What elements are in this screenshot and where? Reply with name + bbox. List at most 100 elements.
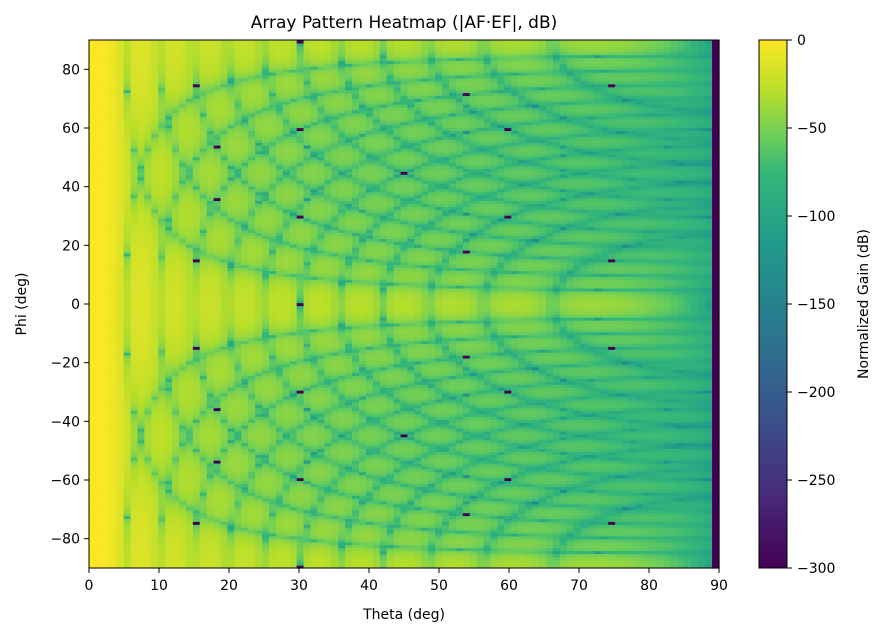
heatmap-cell xyxy=(220,156,229,161)
heatmap-cell xyxy=(185,209,194,213)
heatmap-cell xyxy=(95,174,104,178)
heatmap-cell xyxy=(269,197,277,202)
heatmap-cell xyxy=(102,398,111,403)
heatmap-cell xyxy=(137,299,145,304)
heatmap-cell xyxy=(179,302,187,307)
heatmap-cell xyxy=(269,171,277,175)
heatmap-cell xyxy=(116,75,125,79)
heatmap-cell xyxy=(151,302,159,307)
heatmap-cell xyxy=(102,390,111,394)
heatmap-cell xyxy=(102,223,111,228)
heatmap-cell xyxy=(213,42,222,47)
heatmap-cell xyxy=(109,515,118,520)
heatmap-cell xyxy=(262,255,270,260)
heatmap-cell xyxy=(158,492,166,496)
heatmap-cell xyxy=(151,232,159,237)
heatmap-cell xyxy=(179,191,187,196)
heatmap-cell xyxy=(151,384,159,388)
heatmap-cell xyxy=(248,322,256,327)
heatmap-cell xyxy=(137,223,145,228)
heatmap-cell xyxy=(172,171,180,175)
heatmap-cell xyxy=(248,168,256,172)
heatmap-cell xyxy=(116,553,125,557)
heatmap-cell xyxy=(151,80,159,85)
heatmap-cell xyxy=(109,314,118,318)
heatmap-cell xyxy=(116,413,125,417)
heatmap-cell xyxy=(144,185,152,190)
heatmap-cell xyxy=(172,352,180,356)
heatmap-cell xyxy=(206,337,215,342)
heatmap-cell xyxy=(255,156,263,161)
heatmap-cell xyxy=(220,483,229,487)
heatmap-cell xyxy=(95,296,104,301)
heatmap-cell xyxy=(102,110,111,114)
heatmap-cell xyxy=(130,331,139,336)
heatmap-cell xyxy=(234,168,242,172)
heatmap-cell xyxy=(144,267,152,272)
heatmap-cell xyxy=(213,197,222,202)
heatmap-cell xyxy=(192,241,201,245)
heatmap-cell xyxy=(158,209,166,213)
heatmap-cell xyxy=(144,57,152,62)
heatmap-cell xyxy=(241,410,249,414)
heatmap-cell xyxy=(109,247,118,251)
heatmap-cell xyxy=(262,261,270,266)
heatmap-cell xyxy=(234,506,242,511)
heatmap-cell xyxy=(262,194,270,199)
heatmap-cell xyxy=(234,142,242,146)
heatmap-cell xyxy=(248,375,256,379)
heatmap-cell xyxy=(206,471,215,476)
heatmap-cell xyxy=(255,270,263,274)
heatmap-cell xyxy=(248,244,256,248)
heatmap-cell xyxy=(241,217,249,222)
heatmap-cell xyxy=(165,235,173,239)
heatmap-cell xyxy=(206,69,215,73)
heatmap-cell xyxy=(199,180,208,184)
heatmap-cell xyxy=(144,174,152,178)
heatmap-cell xyxy=(179,69,187,73)
heatmap-cell xyxy=(165,51,173,56)
heatmap-cell xyxy=(158,133,166,137)
heatmap-cell xyxy=(248,387,256,391)
heatmap-cell xyxy=(213,165,222,169)
heatmap-cell xyxy=(255,436,263,441)
heatmap-cell xyxy=(144,343,152,347)
heatmap-cell xyxy=(234,378,242,382)
heatmap-cell xyxy=(130,293,139,298)
heatmap-cell xyxy=(241,425,249,429)
heatmap-cell xyxy=(220,550,229,555)
heatmap-cell xyxy=(130,209,139,213)
heatmap-cell xyxy=(275,250,284,254)
heatmap-cell xyxy=(172,241,180,245)
heatmap-cell xyxy=(151,515,159,520)
heatmap-cell xyxy=(206,282,215,286)
heatmap-cell xyxy=(179,398,187,403)
heatmap-cell xyxy=(199,206,208,210)
heatmap-cell xyxy=(199,229,208,234)
heatmap-cell xyxy=(227,182,235,187)
heatmap-cell xyxy=(275,381,284,385)
heatmap-cell xyxy=(220,565,229,569)
heatmap-cell xyxy=(151,296,159,301)
heatmap-cell xyxy=(241,518,249,522)
heatmap-cell xyxy=(269,483,277,487)
heatmap-cell xyxy=(116,118,125,123)
heatmap-cell xyxy=(269,518,277,522)
heatmap-cell xyxy=(185,465,194,470)
heatmap-cell xyxy=(185,185,194,190)
heatmap-cell xyxy=(199,340,208,344)
heatmap-cell xyxy=(123,381,132,385)
heatmap-cell xyxy=(227,48,235,53)
heatmap-cell xyxy=(109,200,118,204)
heatmap-cell xyxy=(241,527,249,531)
heatmap-cell xyxy=(109,139,118,143)
heatmap-cell xyxy=(220,86,229,91)
heatmap-cell xyxy=(165,337,173,342)
heatmap-cell xyxy=(165,89,173,94)
heatmap-cell xyxy=(109,346,118,350)
heatmap-cell xyxy=(227,174,235,178)
heatmap-cell xyxy=(130,495,139,499)
heatmap-cell xyxy=(255,209,263,213)
heatmap-cell xyxy=(116,212,125,216)
heatmap-cell xyxy=(102,457,111,461)
